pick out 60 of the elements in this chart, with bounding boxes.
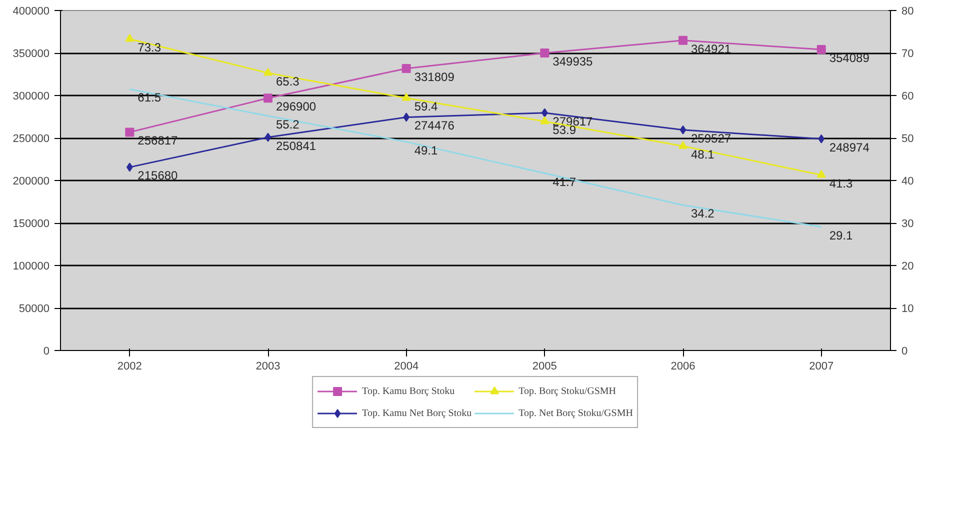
x-tick-label: 2003 [256,360,280,372]
y2-tick-label: 50 [902,133,914,145]
y2-tick-label: 10 [902,303,914,315]
y-tick-label: 50000 [18,303,50,315]
data-label: 364921 [691,42,732,56]
point [264,94,272,103]
x-tick-label: 2007 [809,360,834,372]
x-tick-label: 2005 [532,360,557,372]
point [540,116,550,124]
y2-tick-label: 70 [902,48,914,60]
y2-tick-label: 60 [902,90,914,102]
y-tick-label: 350000 [12,48,50,60]
data-label: 65.3 [276,74,300,88]
data-label: 349935 [552,54,594,69]
line-series [128,88,822,228]
data-label: 55.2 [276,117,300,132]
data-label: 48.1 [691,148,715,162]
y-tick-label: 150000 [12,218,50,230]
x-tick-label: 2002 [117,360,142,372]
legend-label: Top. Kamu Borç Stoku [362,385,455,397]
point [264,68,272,76]
x-tick-label: 2006 [670,360,696,372]
data-label: 354089 [829,51,870,66]
data-label: 274476 [414,118,455,133]
y-tick-label: 100000 [12,260,50,272]
y2-tick-label: 20 [902,260,914,272]
y2-tick-label: 30 [902,218,914,230]
data-label: 215680 [138,168,178,183]
point [680,125,686,134]
data-label: 29.1 [829,228,854,242]
point [264,132,272,142]
point [402,64,411,73]
data-label: 73.3 [138,40,162,54]
y2-tick-label: 80 [902,6,914,18]
y2-tick-label: 0 [902,346,908,358]
data-label: 49.1 [414,143,438,158]
y-tick-label: 300000 [12,90,50,102]
data-label: 59.4 [414,100,438,114]
point [678,140,688,149]
point [125,128,134,137]
y-tick-label: 200000 [12,176,50,188]
x-tick-label: 2004 [394,360,419,372]
point [816,170,826,178]
y2-tick-label: 40 [902,176,914,188]
point [816,45,826,54]
legend-label: Top. Borç Stoku/GSMH [518,385,616,397]
data-label: 250841 [276,138,316,153]
data-label: 296900 [276,100,316,114]
point [402,92,411,101]
y-tick-label: 0 [43,346,50,358]
point [678,36,688,45]
y-tick-label: 400000 [12,6,50,18]
legend-label: Top. Kamu Net Borç Stoku [362,407,472,419]
legend-label: Top. Net Borç Stoku/GSMH [518,407,633,419]
data-label: 34.2 [691,206,715,221]
data-label: 248974 [829,140,870,154]
point [125,34,134,42]
point [540,48,550,58]
y-tick-label: 250000 [12,133,50,145]
data-label: 331809 [414,70,455,84]
